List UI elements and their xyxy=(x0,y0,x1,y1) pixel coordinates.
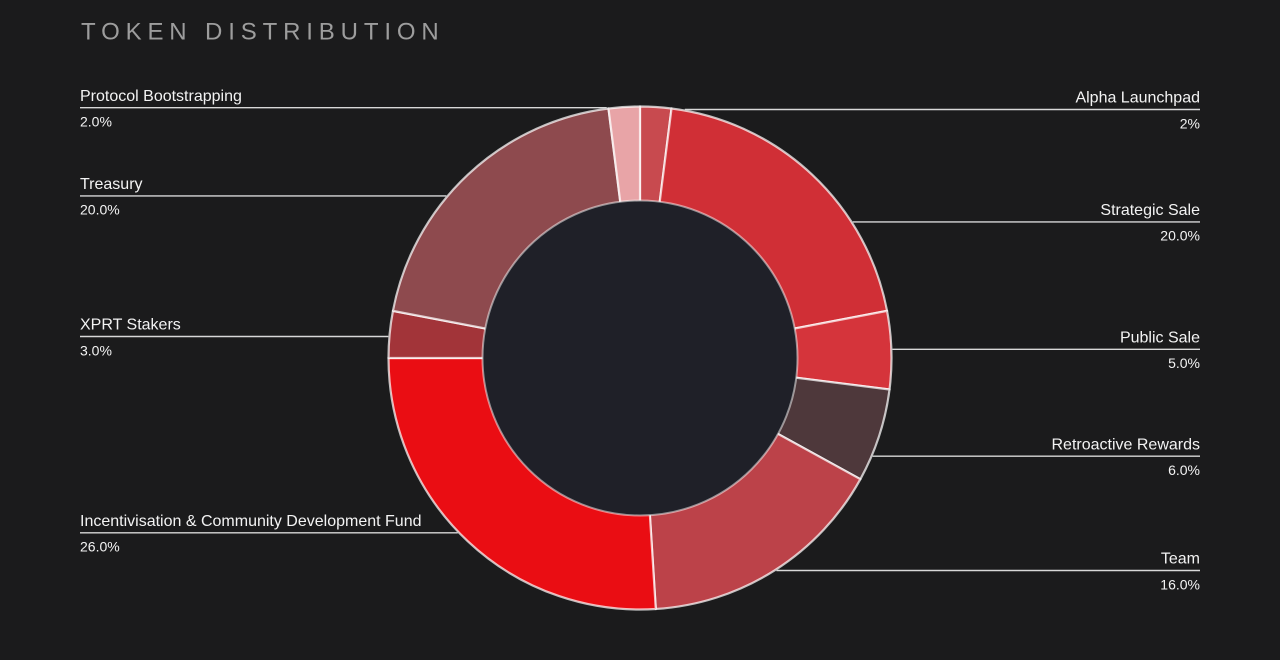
svg-text:TOKEN DISTRIBUTION: TOKEN DISTRIBUTION xyxy=(81,19,445,46)
svg-text:5.0%: 5.0% xyxy=(1168,355,1200,371)
svg-text:Protocol Bootstrapping: Protocol Bootstrapping xyxy=(80,88,242,105)
svg-text:XPRT Stakers: XPRT Stakers xyxy=(80,317,181,334)
svg-text:Incentivisation & Community De: Incentivisation & Community Development … xyxy=(80,513,422,530)
svg-text:2%: 2% xyxy=(1180,115,1200,131)
svg-text:Treasury: Treasury xyxy=(80,176,143,193)
svg-text:Public Sale: Public Sale xyxy=(1120,329,1200,346)
svg-text:Alpha Launchpad: Alpha Launchpad xyxy=(1075,90,1200,107)
svg-text:6.0%: 6.0% xyxy=(1168,462,1200,478)
svg-text:Team: Team xyxy=(1161,551,1200,568)
svg-text:Retroactive Rewards: Retroactive Rewards xyxy=(1052,436,1201,453)
svg-text:16.0%: 16.0% xyxy=(1160,576,1200,592)
svg-text:3.0%: 3.0% xyxy=(80,342,112,358)
svg-text:26.0%: 26.0% xyxy=(80,539,120,555)
svg-text:20.0%: 20.0% xyxy=(80,202,120,218)
svg-text:20.0%: 20.0% xyxy=(1160,228,1200,244)
svg-text:2.0%: 2.0% xyxy=(80,114,112,130)
svg-text:Strategic Sale: Strategic Sale xyxy=(1100,202,1200,219)
